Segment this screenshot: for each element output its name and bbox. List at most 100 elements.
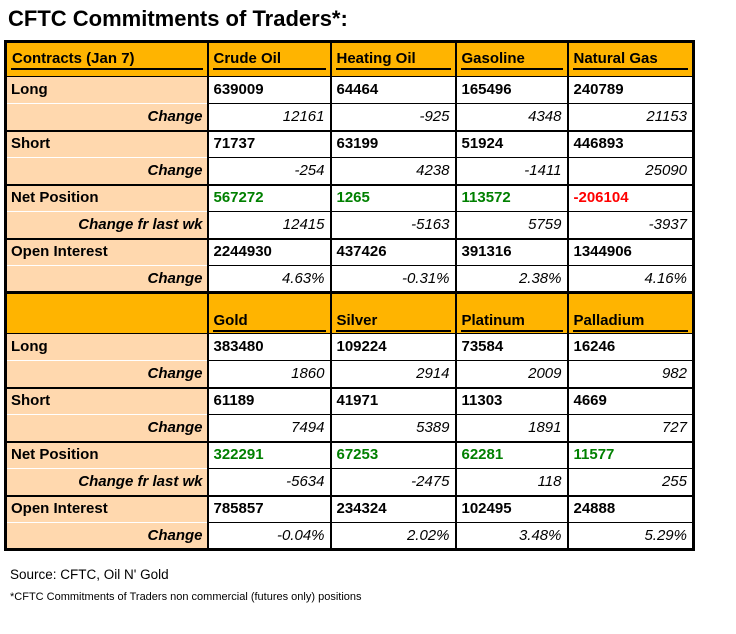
data-cell: 437426 — [329, 237, 456, 266]
table-row-net-change: Change fr last wk 12415 -5163 5759 -3937 — [5, 211, 694, 239]
data-cell: 16246 — [566, 333, 694, 361]
row-label: Short — [5, 129, 208, 158]
row-label: Open Interest — [5, 494, 208, 523]
data-cell: 1860 — [206, 360, 331, 388]
page-title: CFTC Commitments of Traders*: — [8, 6, 348, 31]
header-cell-gasoline: Gasoline — [454, 41, 568, 77]
data-cell: 240789 — [566, 76, 694, 104]
data-cell: 2.02% — [329, 522, 456, 550]
table-row-long: Long 639009 64464 165496 240789 — [5, 76, 694, 104]
row-label: Change — [5, 522, 208, 550]
data-cell: 12415 — [206, 211, 331, 239]
data-cell: -254 — [206, 157, 331, 185]
data-cell: 4.63% — [206, 265, 331, 293]
data-cell: 2.38% — [454, 265, 568, 293]
data-cell: 234324 — [329, 494, 456, 523]
net-position-cell: 322291 — [206, 440, 331, 469]
row-label: Long — [5, 76, 208, 104]
header-cell-silver: Silver — [329, 291, 456, 334]
row-label: Short — [5, 386, 208, 415]
table-row-net-position: Net Position 567272 1265 113572 -206104 — [5, 183, 694, 212]
net-position-cell: -206104 — [566, 183, 694, 212]
net-position-cell: 11577 — [566, 440, 694, 469]
data-cell: 255 — [566, 468, 694, 496]
table-row-long-change: Change 12161 -925 4348 21153 — [5, 103, 694, 131]
data-cell: -5163 — [329, 211, 456, 239]
net-position-cell: 62281 — [454, 440, 568, 469]
data-cell: 64464 — [329, 76, 456, 104]
table-row-long: Long 383480 109224 73584 16246 — [5, 333, 694, 361]
header-label: Heating Oil — [335, 50, 451, 71]
data-cell: 7494 — [206, 414, 331, 442]
data-cell: 2009 — [454, 360, 568, 388]
data-cell: -5634 — [206, 468, 331, 496]
row-label: Net Position — [5, 440, 208, 469]
table-header-row-metals: Gold Silver Platinum Palladium — [5, 291, 694, 334]
data-cell: -925 — [329, 103, 456, 131]
data-cell: 391316 — [454, 237, 568, 266]
header-cell-gold: Gold — [206, 291, 331, 334]
data-cell: 982 — [566, 360, 694, 388]
header-label: Platinum — [460, 312, 563, 333]
source-text: Source: CFTC, Oil N' Gold — [10, 567, 169, 583]
header-cell-blank — [5, 291, 208, 334]
data-cell: 4.16% — [566, 265, 694, 293]
header-cell-contracts: Contracts (Jan 7) — [5, 41, 208, 77]
data-cell: 5759 — [454, 211, 568, 239]
header-cell-heating-oil: Heating Oil — [329, 41, 456, 77]
data-cell: 41971 — [329, 386, 456, 415]
table-row-short: Short 61189 41971 11303 4669 — [5, 386, 694, 415]
table-row-long-change: Change 1860 2914 2009 982 — [5, 360, 694, 388]
data-cell: 639009 — [206, 76, 331, 104]
net-position-cell: 113572 — [454, 183, 568, 212]
header-cell-natural-gas: Natural Gas — [566, 41, 694, 77]
header-label: Crude Oil — [212, 50, 326, 71]
table-row-oi-change: Change 4.63% -0.31% 2.38% 4.16% — [5, 265, 694, 293]
data-cell: 21153 — [566, 103, 694, 131]
data-cell: 25090 — [566, 157, 694, 185]
data-cell: 61189 — [206, 386, 331, 415]
data-cell: 1344906 — [566, 237, 694, 266]
row-label: Long — [5, 333, 208, 361]
table-row-open-interest: Open Interest 785857 234324 102495 24888 — [5, 494, 694, 523]
data-cell: 12161 — [206, 103, 331, 131]
data-cell: 165496 — [454, 76, 568, 104]
data-cell: -1411 — [454, 157, 568, 185]
data-cell: 102495 — [454, 494, 568, 523]
data-cell: -0.31% — [329, 265, 456, 293]
table-row-net-change: Change fr last wk -5634 -2475 118 255 — [5, 468, 694, 496]
data-cell: 11303 — [454, 386, 568, 415]
cot-table: Contracts (Jan 7) Crude Oil Heating Oil … — [4, 40, 695, 552]
table-row-short-change: Change 7494 5389 1891 727 — [5, 414, 694, 442]
data-cell: 5389 — [329, 414, 456, 442]
row-label: Change — [5, 103, 208, 131]
header-cell-crude-oil: Crude Oil — [206, 41, 331, 77]
table-row-short-change: Change -254 4238 -1411 25090 — [5, 157, 694, 185]
net-position-cell: 67253 — [329, 440, 456, 469]
data-cell: 1891 — [454, 414, 568, 442]
data-cell: 4348 — [454, 103, 568, 131]
data-cell: -2475 — [329, 468, 456, 496]
header-label: Palladium — [572, 312, 688, 333]
data-cell: 63199 — [329, 129, 456, 158]
data-cell: -3937 — [566, 211, 694, 239]
data-cell: 24888 — [566, 494, 694, 523]
row-label: Change fr last wk — [5, 468, 208, 496]
net-position-cell: 567272 — [206, 183, 331, 212]
data-cell: 109224 — [329, 333, 456, 361]
data-cell: 71737 — [206, 129, 331, 158]
data-cell: 446893 — [566, 129, 694, 158]
data-cell: 3.48% — [454, 522, 568, 550]
header-label: Natural Gas — [572, 50, 688, 71]
table-row-net-position: Net Position 322291 67253 62281 11577 — [5, 440, 694, 469]
row-label: Net Position — [5, 183, 208, 212]
data-cell: -0.04% — [206, 522, 331, 550]
header-label: Silver — [335, 312, 451, 333]
row-label: Change fr last wk — [5, 211, 208, 239]
data-cell: 2244930 — [206, 237, 331, 266]
data-cell: 5.29% — [566, 522, 694, 550]
row-label: Change — [5, 157, 208, 185]
data-cell: 4238 — [329, 157, 456, 185]
data-cell: 383480 — [206, 333, 331, 361]
table-row-oi-change: Change -0.04% 2.02% 3.48% 5.29% — [5, 522, 694, 550]
